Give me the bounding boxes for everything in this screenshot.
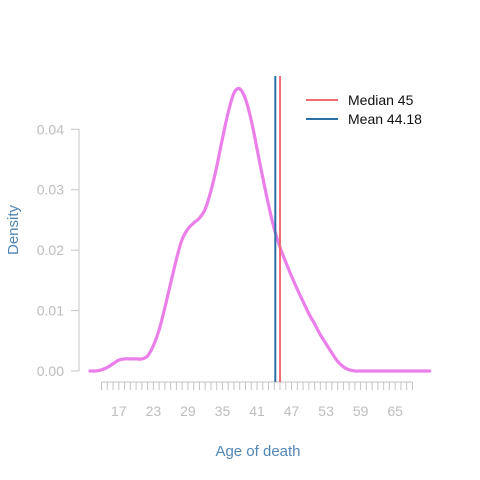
series-layer	[88, 86, 432, 373]
y-tick-label: 0.00	[37, 363, 64, 379]
x-tick-label: 41	[249, 403, 265, 419]
reference-lines	[274, 76, 282, 382]
x-tick-label: 47	[284, 403, 300, 419]
x-tick-label: 29	[180, 403, 196, 419]
x-tick-label: 23	[146, 403, 162, 419]
legend-label: Mean 44.18	[348, 111, 422, 127]
y-tick-label: 0.02	[37, 242, 64, 258]
density-curve	[88, 86, 432, 373]
legend: Median 45 Mean 44.18	[306, 92, 422, 127]
y-axis: 0.00 0.01 0.02 0.03 0.04	[37, 121, 80, 379]
x-axis: 17 23 29 35 41 47 53 59 65	[101, 381, 413, 419]
y-tick-label: 0.04	[37, 121, 64, 137]
x-tick-label: 17	[111, 403, 127, 419]
x-tick-label: 59	[353, 403, 369, 419]
x-axis-title: Age of death	[215, 443, 300, 460]
y-tick-label: 0.01	[37, 303, 64, 319]
x-tick-label: 65	[387, 403, 403, 419]
y-tick-label: 0.03	[37, 182, 64, 198]
x-tick-label: 53	[318, 403, 334, 419]
legend-label: Median 45	[348, 92, 414, 108]
y-axis-title: Density	[5, 204, 22, 255]
x-tick-label: 35	[215, 403, 231, 419]
